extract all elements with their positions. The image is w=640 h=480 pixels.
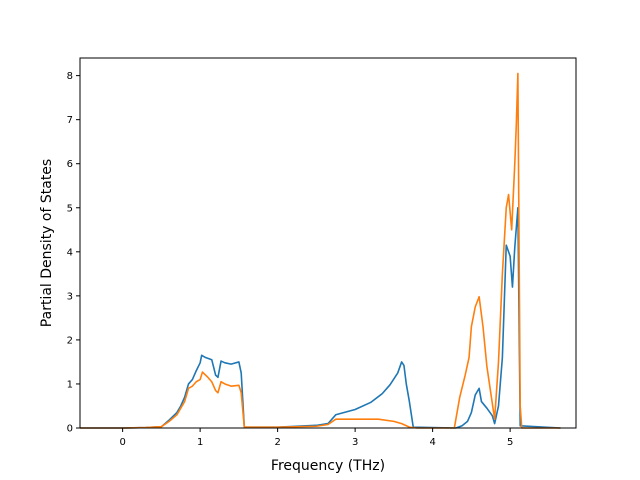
y-axis: 0 1 2 3 4 5 6 7 8 [67, 71, 80, 435]
series-line-1 [80, 206, 561, 429]
x-tick-label: 1 [197, 437, 203, 448]
x-tick-label: 2 [274, 437, 280, 448]
y-tick-label: 1 [67, 379, 73, 390]
y-tick-label: 4 [67, 247, 73, 258]
x-axis: 0 1 2 3 4 5 [119, 428, 513, 448]
y-tick-label: 5 [67, 203, 73, 214]
y-tick-label: 6 [67, 159, 73, 170]
x-tick-label: 5 [507, 437, 513, 448]
plot-frame [79, 57, 577, 429]
series-line-2 [80, 72, 561, 429]
y-tick-label: 3 [67, 291, 73, 302]
y-tick-label: 8 [67, 71, 73, 82]
y-tick-label: 2 [67, 335, 73, 346]
y-tick-label: 7 [67, 115, 73, 126]
y-axis-label: Partial Density of States [39, 159, 55, 327]
x-axis-label: Frequency (THz) [271, 458, 385, 474]
x-tick-label: 3 [352, 437, 358, 448]
plot-lines [80, 72, 561, 429]
y-tick-label: 0 [67, 424, 73, 435]
x-tick-label: 4 [429, 437, 435, 448]
x-tick-label: 0 [119, 437, 125, 448]
